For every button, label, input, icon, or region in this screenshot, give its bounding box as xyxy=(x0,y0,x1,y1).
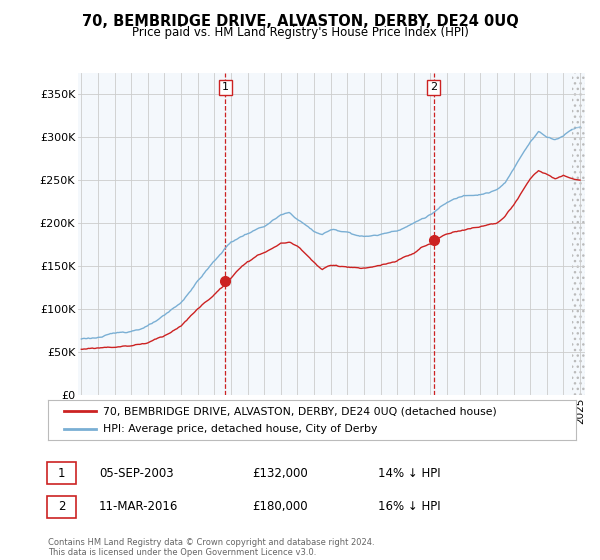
Text: 11-MAR-2016: 11-MAR-2016 xyxy=(99,500,178,514)
Bar xyxy=(572,73,600,395)
Bar xyxy=(572,73,593,395)
Text: 16% ↓ HPI: 16% ↓ HPI xyxy=(378,500,440,514)
Text: £180,000: £180,000 xyxy=(252,500,308,514)
Text: Price paid vs. HM Land Registry's House Price Index (HPI): Price paid vs. HM Land Registry's House … xyxy=(131,26,469,39)
Text: 1: 1 xyxy=(58,466,65,480)
Text: £132,000: £132,000 xyxy=(252,466,308,480)
Text: 2: 2 xyxy=(58,500,65,514)
Text: 70, BEMBRIDGE DRIVE, ALVASTON, DERBY, DE24 0UQ (detached house): 70, BEMBRIDGE DRIVE, ALVASTON, DERBY, DE… xyxy=(103,407,497,417)
Text: 05-SEP-2003: 05-SEP-2003 xyxy=(99,466,173,480)
Text: Contains HM Land Registry data © Crown copyright and database right 2024.
This d: Contains HM Land Registry data © Crown c… xyxy=(48,538,374,557)
Text: 14% ↓ HPI: 14% ↓ HPI xyxy=(378,466,440,480)
Text: 1: 1 xyxy=(222,82,229,92)
Text: 70, BEMBRIDGE DRIVE, ALVASTON, DERBY, DE24 0UQ: 70, BEMBRIDGE DRIVE, ALVASTON, DERBY, DE… xyxy=(82,14,518,29)
Text: 2: 2 xyxy=(430,82,437,92)
Text: HPI: Average price, detached house, City of Derby: HPI: Average price, detached house, City… xyxy=(103,423,378,433)
